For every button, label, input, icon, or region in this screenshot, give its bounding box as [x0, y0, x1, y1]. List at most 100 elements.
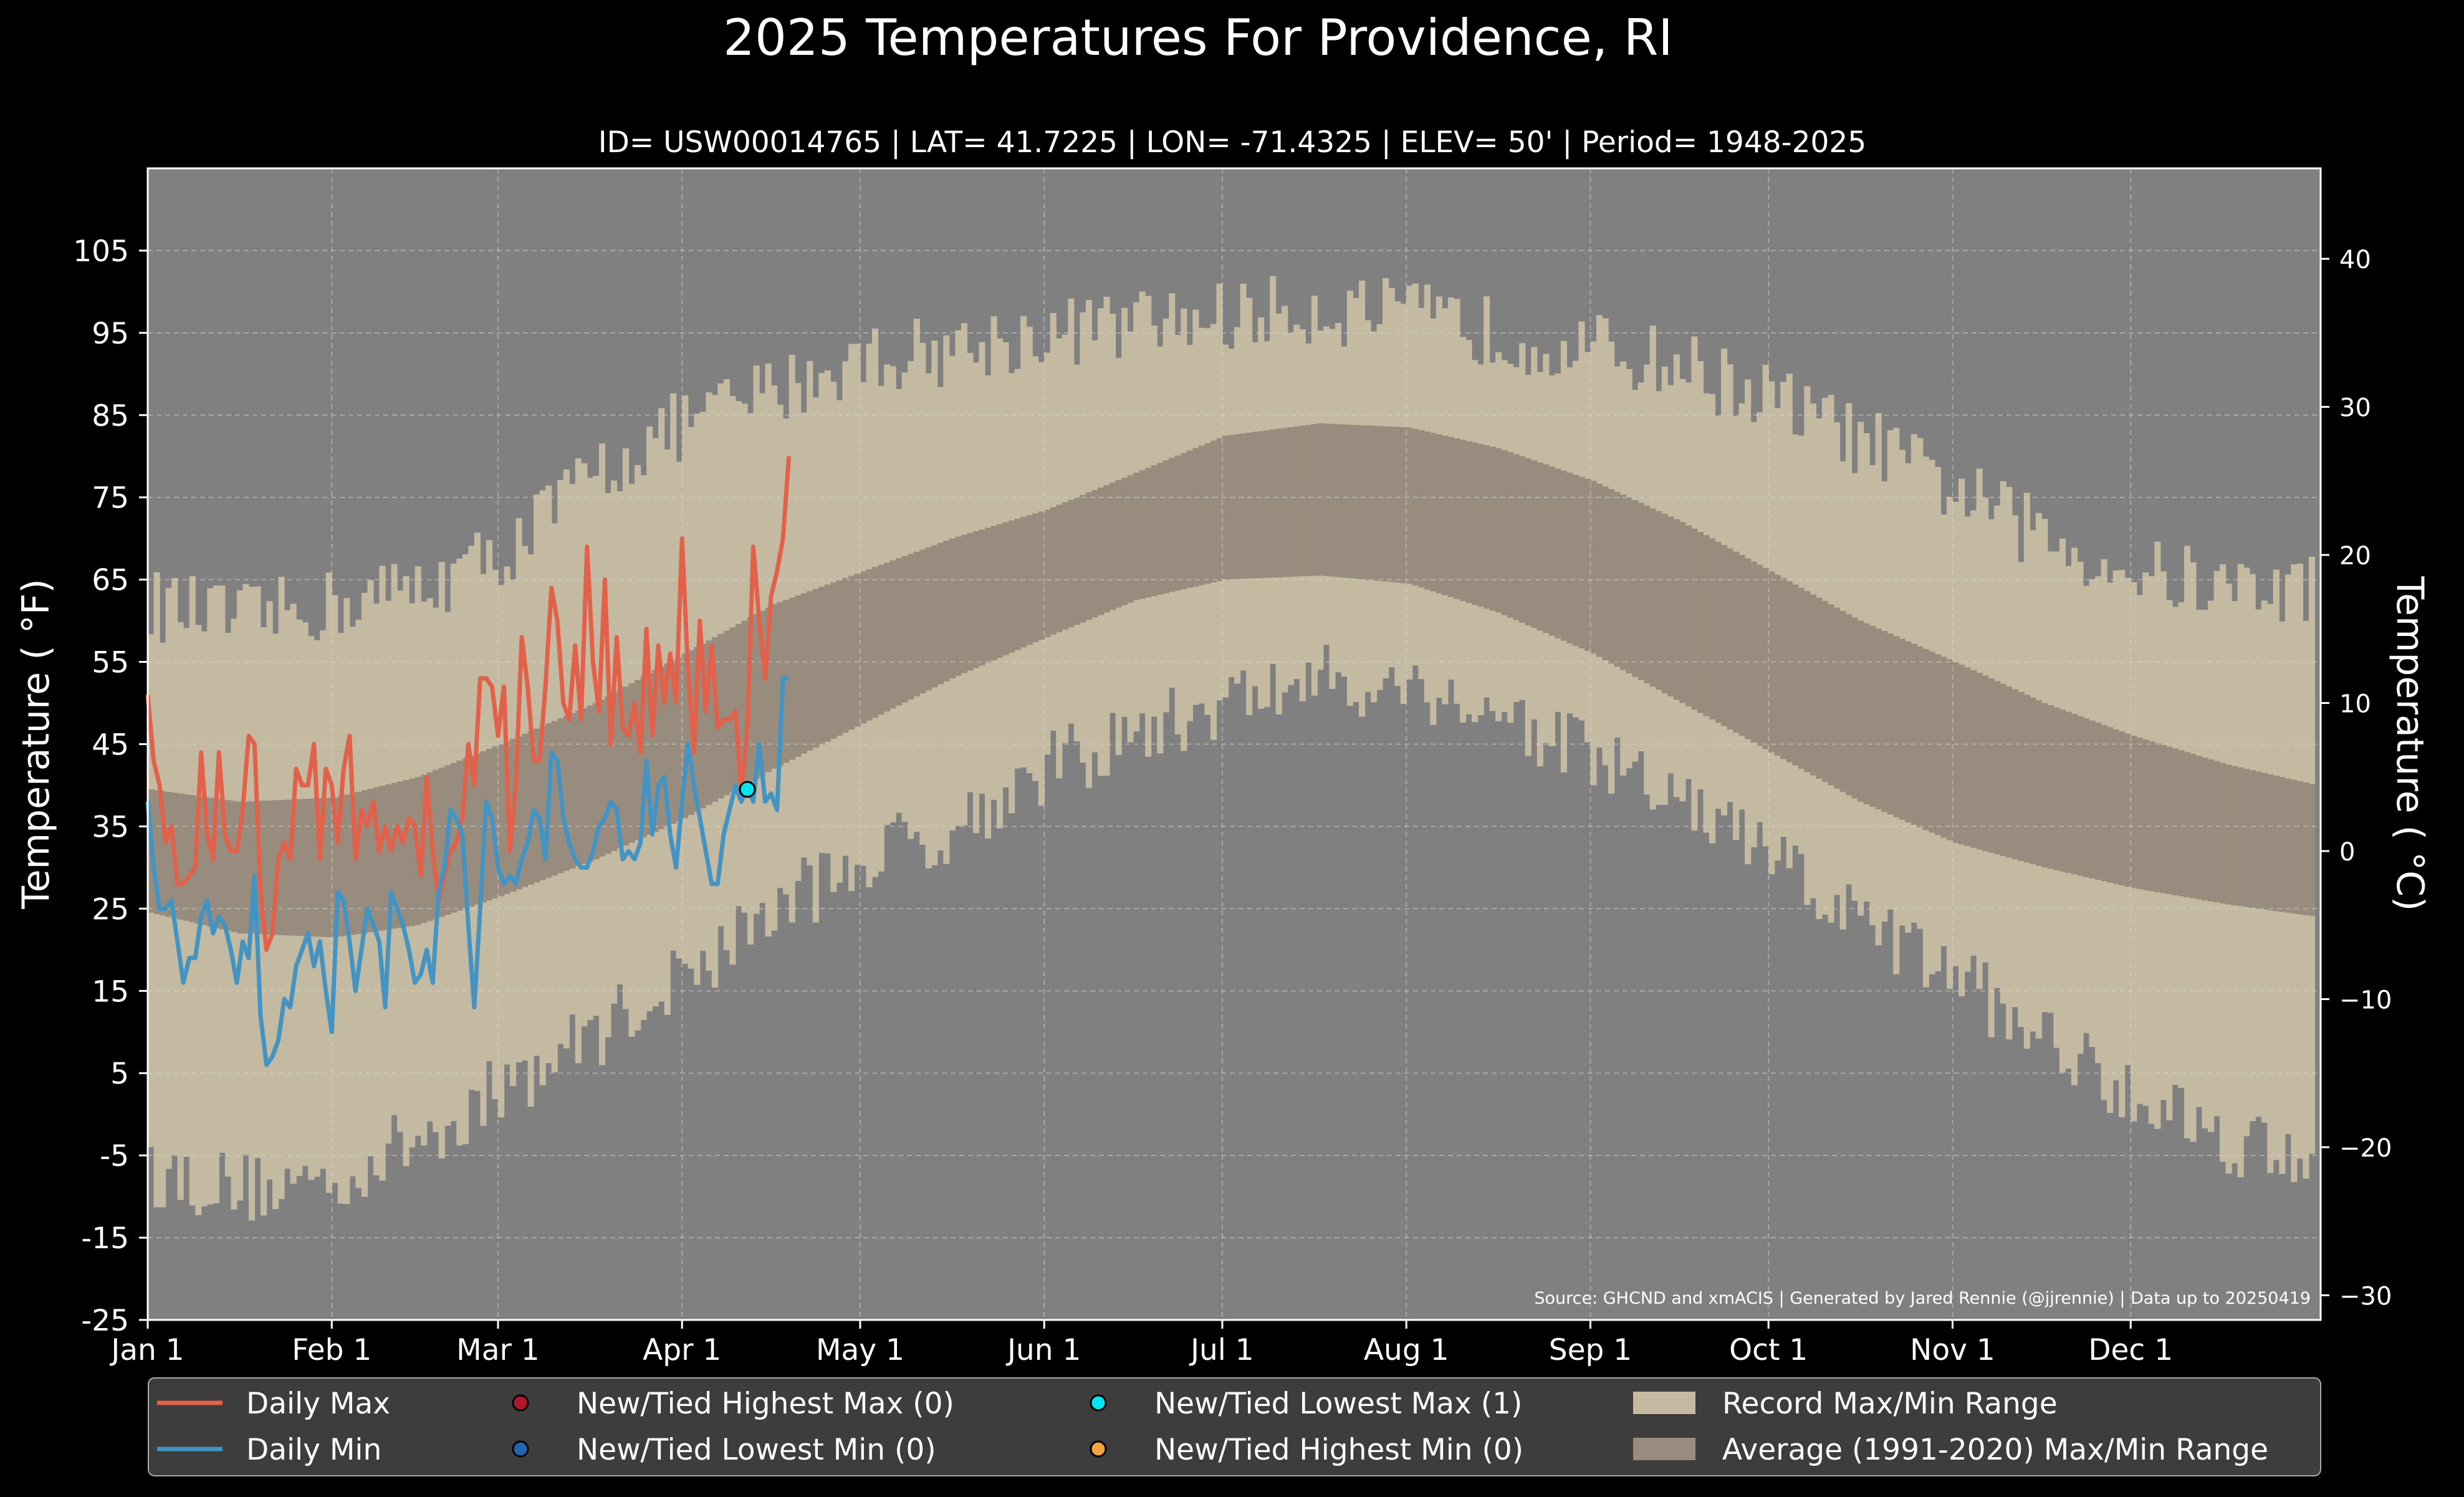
normal-range-bar	[1002, 522, 1009, 655]
legend-swatch-dot	[1090, 1394, 1107, 1412]
plot-area: Source: GHCND and xmACIS | Generated by …	[145, 167, 2322, 1321]
normal-range-bar	[1703, 535, 1710, 716]
normal-range-bar	[2124, 733, 2131, 887]
normal-range-bar	[355, 791, 362, 934]
normal-range-bar	[2035, 700, 2042, 866]
normal-range-bar	[1519, 456, 1526, 623]
normal-range-bar	[676, 657, 683, 821]
normal-range-bar	[224, 800, 231, 931]
normal-range-bar	[789, 597, 795, 760]
normal-range-bar	[1846, 614, 1853, 796]
normal-range-bar	[1275, 428, 1282, 577]
normal-range-bar	[563, 716, 570, 871]
normal-range-bar	[1323, 423, 1330, 576]
normal-range-bar	[2101, 724, 2107, 882]
normal-range-bar	[1578, 476, 1585, 649]
normal-range-bar	[860, 571, 867, 724]
normal-range-bar	[1157, 463, 1164, 595]
normal-range-bar	[807, 591, 813, 751]
normal-range-bar	[640, 676, 647, 838]
normal-range-bar	[1412, 428, 1419, 586]
normal-range-bar	[1839, 610, 1846, 792]
normal-range-bar	[1270, 429, 1277, 578]
normal-range-bar	[972, 531, 980, 668]
normal-range-bar	[2237, 767, 2244, 907]
normal-range-bar	[2166, 746, 2173, 895]
normal-range-bar	[1738, 555, 1745, 736]
normal-range-bar	[658, 667, 665, 829]
normal-range-bar	[1388, 426, 1395, 582]
normal-range-bar	[1371, 425, 1378, 580]
record-points	[739, 781, 756, 798]
normal-range-bar	[1637, 503, 1644, 680]
normal-range-bar	[2160, 744, 2167, 893]
normal-range-bar	[1893, 636, 1900, 817]
normal-range-bar	[1691, 528, 1698, 710]
normal-range-bar	[1727, 548, 1733, 729]
y2-tick-label: 20	[2339, 542, 2371, 570]
normal-range-bar	[699, 643, 706, 809]
normal-range-bar	[367, 789, 374, 933]
normal-range-bar	[1162, 460, 1169, 594]
normal-range-bar	[1768, 571, 1775, 753]
normal-range-bar	[2023, 695, 2030, 863]
normal-range-bar	[343, 794, 350, 936]
legend-label: Record Max/Min Range	[1722, 1387, 2058, 1421]
normal-range-bar	[1127, 475, 1134, 603]
normal-range-bar	[2148, 741, 2155, 892]
normal-range-bar	[1424, 431, 1431, 590]
normal-range-bar	[1994, 681, 2001, 855]
normal-range-bar	[1222, 435, 1229, 580]
normal-range-bar	[1858, 620, 1864, 802]
normal-range-bar	[1525, 458, 1532, 626]
normal-range-bar	[1484, 445, 1490, 609]
normal-range-bar	[1614, 491, 1621, 667]
normal-range-bar	[711, 637, 718, 802]
normal-range-bar	[747, 617, 754, 782]
normal-range-bar	[610, 693, 618, 852]
normal-range-bar	[1602, 486, 1609, 660]
normal-range-bar	[207, 797, 214, 927]
normal-range-bar	[1169, 458, 1176, 592]
normal-range-bar	[605, 696, 611, 854]
normal-range-bar	[1958, 664, 1965, 845]
normal-range-bar	[361, 790, 368, 933]
x-tick-label: Jan 1	[109, 1333, 184, 1367]
normal-range-bar	[2267, 774, 2274, 910]
normal-range-bar	[2232, 766, 2238, 906]
normal-range-bar	[2011, 689, 2018, 860]
y-tick-label: -5	[100, 1139, 129, 1173]
normal-range-bar	[1721, 545, 1728, 726]
normal-range-bar	[925, 547, 932, 691]
legend-swatch-patch	[1633, 1438, 1695, 1460]
normal-range-bar	[2184, 752, 2191, 898]
y-axis-celsius: −30 −20 −10 0 10 20 30 40	[2321, 246, 2392, 1311]
legend-swatch-dot	[512, 1394, 529, 1412]
normal-range-bar	[153, 790, 160, 915]
normal-range-bar	[1881, 631, 1888, 812]
y2-tick-label: 40	[2339, 246, 2371, 274]
y-axis-label-right: Temperature ( °C)	[2388, 576, 2432, 912]
y2-tick-label: −20	[2339, 1134, 2392, 1163]
x-tick-label: Mar 1	[456, 1333, 540, 1367]
normal-range-bar	[1745, 558, 1752, 739]
normal-range-bar	[622, 686, 630, 846]
x-tick-label: Nov 1	[1910, 1333, 1995, 1367]
source-note: Source: GHCND and xmACIS | Generated by …	[1534, 1289, 2311, 1308]
normal-range-bar	[1875, 628, 1882, 810]
normal-range-bar	[308, 798, 315, 936]
normal-range-bar	[1946, 659, 1953, 840]
normal-range-bar	[2053, 707, 2060, 870]
normal-range-bar	[1507, 452, 1514, 618]
normal-range-bar	[409, 778, 416, 927]
normal-range-bar	[795, 595, 802, 757]
normal-range-bar	[2190, 754, 2197, 898]
normal-range-bar	[1346, 425, 1354, 579]
x-tick-label: Aug 1	[1364, 1333, 1449, 1367]
normal-range-bar	[1009, 520, 1015, 653]
normal-range-bar	[1828, 604, 1834, 786]
normal-range-bar	[836, 580, 843, 736]
normal-range-bar	[1287, 427, 1294, 577]
normal-range-bar	[1383, 426, 1389, 582]
